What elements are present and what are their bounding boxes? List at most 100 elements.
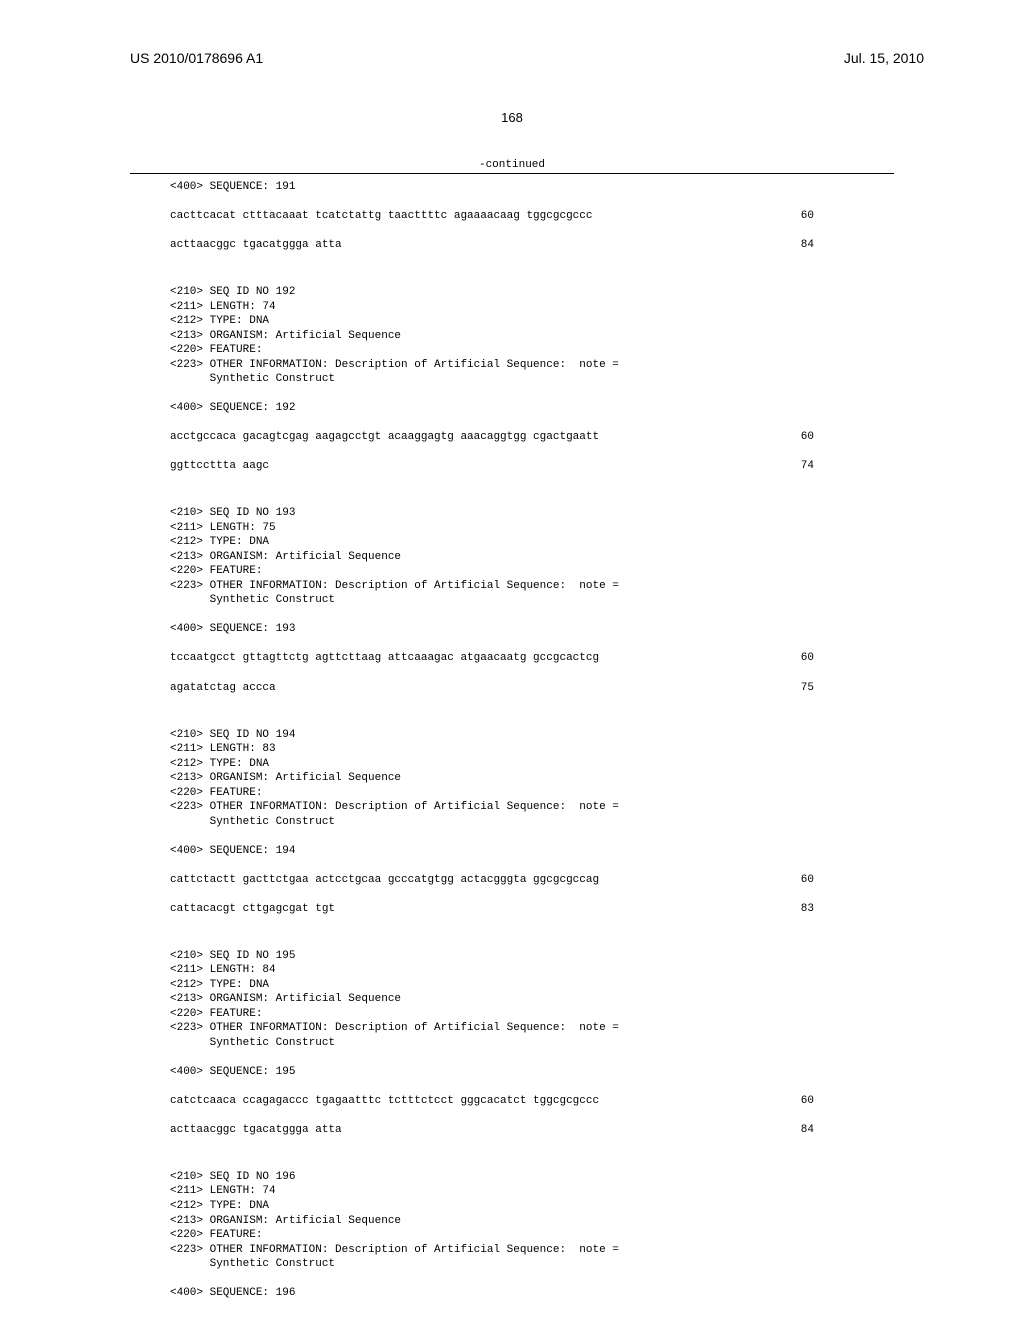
sequence-header-line: <400> SEQUENCE: 191 (170, 180, 894, 195)
sequence-text: cattctactt gacttctgaa actcctgcaa gcccatg… (170, 873, 599, 888)
sequence-header-line (170, 608, 894, 623)
sequence-header-line: <220> FEATURE: (170, 564, 894, 579)
sequence-header-line (170, 1272, 894, 1287)
document-id: US 2010/0178696 A1 (130, 50, 263, 66)
sequence-header-line: <210> SEQ ID NO 193 (170, 506, 894, 521)
sequence-block: <210> SEQ ID NO 196<211> LENGTH: 74<212>… (170, 1170, 894, 1301)
spacer (170, 253, 894, 268)
sequence-header-line: <213> ORGANISM: Artificial Sequence (170, 550, 894, 565)
sequence-block: <210> SEQ ID NO 193<211> LENGTH: 75<212>… (170, 506, 894, 709)
sequence-block: <400> SEQUENCE: 191 cacttcacat ctttacaaa… (170, 180, 894, 267)
sequence-header-line: <210> SEQ ID NO 194 (170, 728, 894, 743)
sequence-line: acttaacggc tgacatggga atta 84 (170, 1123, 894, 1138)
spacer (170, 1108, 894, 1123)
sequence-text: ggttccttta aagc (170, 459, 269, 474)
sequence-header-line: <400> SEQUENCE: 196 (170, 1286, 894, 1301)
page-header: US 2010/0178696 A1 Jul. 15, 2010 (0, 0, 1024, 76)
sequence-line: acctgccaca gacagtcgag aagagcctgt acaagga… (170, 430, 894, 445)
sequence-header-line: Synthetic Construct (170, 815, 894, 830)
publication-date: Jul. 15, 2010 (844, 50, 924, 66)
page-number: 168 (0, 110, 1024, 125)
sequence-header-line: <211> LENGTH: 75 (170, 521, 894, 536)
spacer (170, 637, 894, 652)
sequence-line: cattctactt gacttctgaa actcctgcaa gcccatg… (170, 873, 894, 888)
sequence-position: 74 (801, 459, 814, 474)
sequence-line: tccaatgcct gttagttctg agttcttaag attcaaa… (170, 651, 894, 666)
sequence-header-line: <212> TYPE: DNA (170, 1199, 894, 1214)
sequence-position: 83 (801, 902, 814, 917)
sequence-header-line: <212> TYPE: DNA (170, 757, 894, 772)
sequence-header-line: Synthetic Construct (170, 372, 894, 387)
spacer (170, 858, 894, 873)
sequence-header-line: <400> SEQUENCE: 192 (170, 401, 894, 416)
sequence-block: <210> SEQ ID NO 192<211> LENGTH: 74<212>… (170, 285, 894, 488)
sequence-header-line: <223> OTHER INFORMATION: Description of … (170, 1243, 894, 1258)
sequence-header-line: <211> LENGTH: 83 (170, 742, 894, 757)
sequence-line: cacttcacat ctttacaaat tcatctattg taacttt… (170, 209, 894, 224)
sequence-header-line: <220> FEATURE: (170, 1228, 894, 1243)
sequence-header-line: <211> LENGTH: 74 (170, 300, 894, 315)
sequence-header-line (170, 1050, 894, 1065)
sequence-text: acttaacggc tgacatggga atta (170, 238, 342, 253)
sequence-header-line: <212> TYPE: DNA (170, 314, 894, 329)
sequence-text: acctgccaca gacagtcgag aagagcctgt acaagga… (170, 430, 599, 445)
spacer (170, 916, 894, 931)
sequence-position: 84 (801, 238, 814, 253)
spacer (170, 666, 894, 681)
sequence-text: agatatctag accca (170, 681, 276, 696)
spacer (170, 695, 894, 710)
sequence-line: cattacacgt cttgagcgat tgt 83 (170, 902, 894, 917)
sequence-line: acttaacggc tgacatggga atta 84 (170, 238, 894, 253)
sequence-position: 60 (801, 209, 814, 224)
sequence-line: catctcaaca ccagagaccc tgagaatttc tctttct… (170, 1094, 894, 1109)
sequence-header-line: <211> LENGTH: 74 (170, 1184, 894, 1199)
sequence-header-line: <400> SEQUENCE: 195 (170, 1065, 894, 1080)
sequence-header-line: <220> FEATURE: (170, 786, 894, 801)
spacer (170, 195, 894, 210)
sequence-header-line: Synthetic Construct (170, 1036, 894, 1051)
sequence-header-line: <223> OTHER INFORMATION: Description of … (170, 358, 894, 373)
sequence-header-line: <400> SEQUENCE: 193 (170, 622, 894, 637)
sequence-header-line: <220> FEATURE: (170, 1007, 894, 1022)
sequence-position: 60 (801, 1094, 814, 1109)
sequence-header-line: Synthetic Construct (170, 1257, 894, 1272)
sequence-block: <210> SEQ ID NO 194<211> LENGTH: 83<212>… (170, 728, 894, 931)
sequence-header-line (170, 387, 894, 402)
sequence-text: cacttcacat ctttacaaat tcatctattg taacttt… (170, 209, 592, 224)
sequence-header-line: <210> SEQ ID NO 196 (170, 1170, 894, 1185)
sequence-text: catctcaaca ccagagaccc tgagaatttc tctttct… (170, 1094, 599, 1109)
sequence-header-line: <213> ORGANISM: Artificial Sequence (170, 992, 894, 1007)
sequence-header-line: <213> ORGANISM: Artificial Sequence (170, 329, 894, 344)
sequence-header-line: <211> LENGTH: 84 (170, 963, 894, 978)
sequence-header-line: <223> OTHER INFORMATION: Description of … (170, 1021, 894, 1036)
sequence-line: ggttccttta aagc 74 (170, 459, 894, 474)
sequence-header-line: <400> SEQUENCE: 194 (170, 844, 894, 859)
sequence-header-line: <210> SEQ ID NO 195 (170, 949, 894, 964)
sequence-position: 75 (801, 681, 814, 696)
sequence-position: 60 (801, 430, 814, 445)
sequence-block: <210> SEQ ID NO 195<211> LENGTH: 84<212>… (170, 949, 894, 1152)
spacer (170, 474, 894, 489)
spacer (170, 416, 894, 431)
sequence-position: 60 (801, 873, 814, 888)
sequence-header-line: <223> OTHER INFORMATION: Description of … (170, 579, 894, 594)
sequence-header-line: <210> SEQ ID NO 192 (170, 285, 894, 300)
sequence-position: 84 (801, 1123, 814, 1138)
sequence-header-line: <220> FEATURE: (170, 343, 894, 358)
sequence-header-line: <213> ORGANISM: Artificial Sequence (170, 1214, 894, 1229)
spacer (170, 224, 894, 239)
spacer (170, 1137, 894, 1152)
sequence-header-line (170, 829, 894, 844)
sequence-line: agatatctag accca 75 (170, 681, 894, 696)
spacer (170, 887, 894, 902)
continued-label: -continued (0, 159, 1024, 173)
spacer (170, 445, 894, 460)
sequence-header-line: <212> TYPE: DNA (170, 978, 894, 993)
sequence-text: acttaacggc tgacatggga atta (170, 1123, 342, 1138)
sequence-header-line: <223> OTHER INFORMATION: Description of … (170, 800, 894, 815)
sequence-listing: <400> SEQUENCE: 191 cacttcacat ctttacaaa… (0, 174, 1024, 1301)
sequence-header-line: <212> TYPE: DNA (170, 535, 894, 550)
sequence-position: 60 (801, 651, 814, 666)
sequence-header-line: Synthetic Construct (170, 593, 894, 608)
sequence-text: cattacacgt cttgagcgat tgt (170, 902, 335, 917)
